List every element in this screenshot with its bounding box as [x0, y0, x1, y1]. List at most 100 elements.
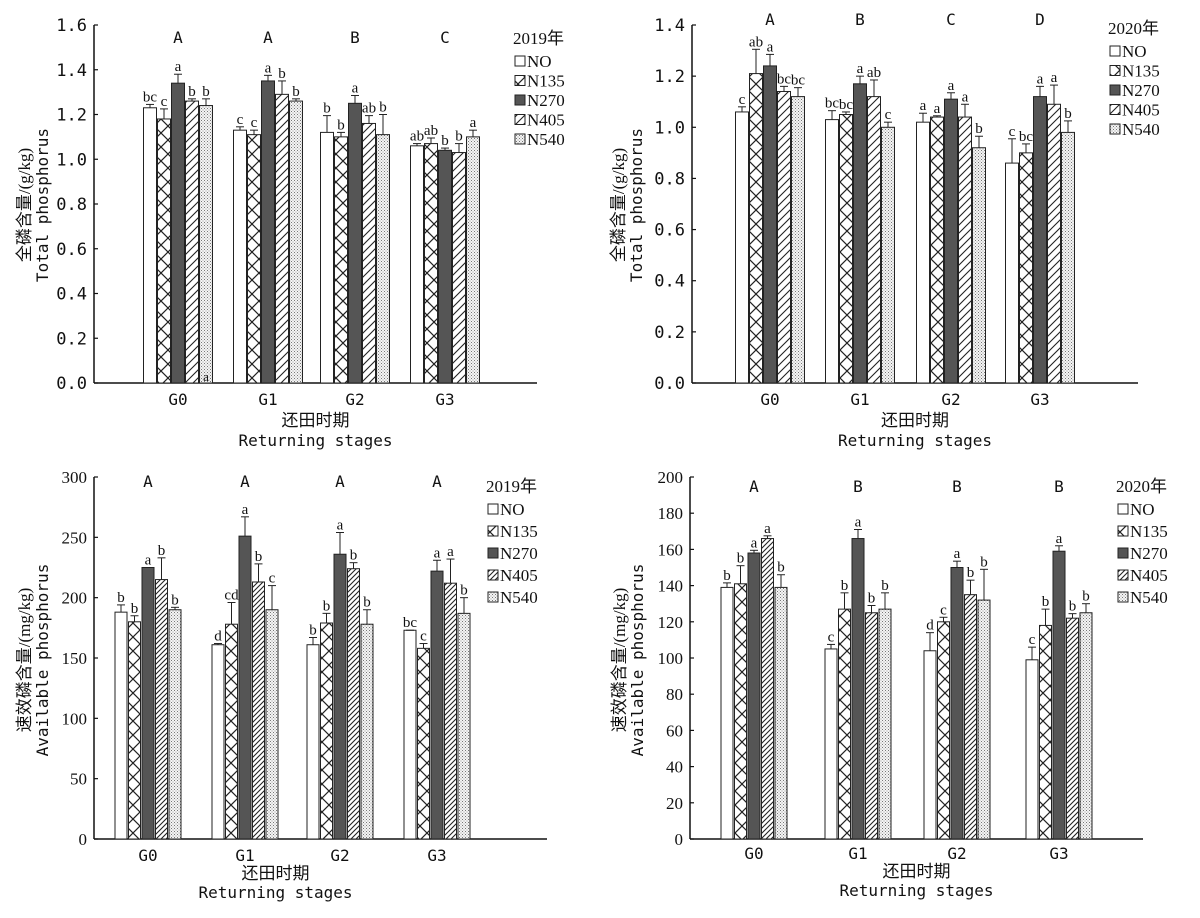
legend-label: NO: [500, 500, 525, 519]
bar-letter: b: [131, 601, 139, 617]
bar-n135-g0: [734, 583, 747, 840]
bar-no-g0: [720, 586, 734, 840]
bar-letter: c: [269, 571, 276, 587]
bar-n270-g0: [171, 82, 185, 384]
bar-n270-g0: [141, 567, 155, 840]
x-tick-label: G1: [850, 390, 869, 409]
bar-letter: a: [1051, 70, 1058, 86]
group-letter: B: [855, 10, 865, 29]
bar-letter: bc: [403, 615, 418, 631]
x-tick-label: G0: [760, 390, 779, 409]
y-axis-label-cn: 全磷含量/(g/kg): [609, 148, 628, 262]
bar-n135-g3: [424, 143, 438, 384]
bar-n135-g3: [1039, 624, 1052, 840]
bar-n405-g1: [867, 96, 881, 384]
bar-letter: ab: [362, 101, 376, 117]
bar-n540-g1: [289, 100, 303, 384]
legend-label: N270: [1130, 544, 1168, 563]
group-letter: A: [240, 472, 250, 491]
bar-letter: b: [1064, 106, 1072, 122]
bar-no-g3: [1025, 659, 1039, 840]
bar-letter: b: [117, 590, 125, 606]
group-letter: B: [1054, 477, 1064, 496]
legend-swatch-n135: [514, 75, 526, 86]
y-tick-label: 80: [666, 685, 683, 704]
bar-letter: cd: [224, 587, 239, 603]
bar-letter: c: [237, 112, 244, 128]
y-tick-label: 1.0: [654, 118, 685, 138]
bar-letter: a: [352, 80, 359, 96]
bar-n405-g2: [347, 568, 360, 840]
legend-label: N540: [527, 130, 565, 149]
bar-letter: a: [751, 535, 758, 551]
bar-n270-g3: [1033, 96, 1047, 384]
x-tick-label: G2: [947, 844, 966, 863]
legend-swatch-n270: [514, 94, 526, 106]
bar-n540-g2: [977, 599, 991, 840]
y-axis-label: 速效磷含量/(mg/kg) Available phosphorus: [610, 564, 647, 757]
bar-letter: c: [161, 94, 168, 110]
bar-letter: d: [926, 618, 934, 634]
bar-n270-g1: [851, 538, 865, 840]
legend-label: N270: [1122, 81, 1160, 100]
annotation: a: [203, 369, 209, 384]
x-tick-label: G3: [1030, 390, 1049, 409]
bar-n405-g1: [865, 612, 878, 840]
bar-letter: a: [447, 544, 454, 560]
bar-n540-g1: [881, 126, 895, 384]
legend-swatch-no: [514, 55, 526, 67]
bar-no-g2: [923, 650, 937, 840]
bar-letter: a: [265, 60, 272, 76]
y-tick-label: 0.6: [654, 221, 685, 241]
bar-n540-g0: [774, 586, 788, 840]
bar-letter: c: [1009, 124, 1016, 140]
x-axis-label-cn: 还田时期: [883, 862, 951, 881]
bar-n405-g2: [964, 594, 977, 840]
bar-letter: d: [214, 629, 222, 645]
y-tick-label: 50: [70, 770, 87, 789]
bar-n270-g2: [348, 102, 362, 384]
legend-swatch-no: [1117, 503, 1129, 515]
bar-no-g1: [825, 119, 839, 384]
y-axis-label: 全磷含量/(g/kg) Total phosphorus: [609, 128, 646, 282]
x-axis-label-cn: 还田时期: [881, 411, 949, 430]
bar-n540-g2: [360, 623, 374, 840]
bar-no-g3: [403, 629, 417, 840]
bar-n270-g2: [333, 553, 347, 840]
bar-n135-g1: [247, 134, 261, 384]
bar-n405-g0: [777, 90, 791, 384]
bar-n135-g2: [937, 621, 950, 840]
y-tick-label: 0.2: [56, 329, 87, 349]
legend-label: NO: [527, 52, 552, 71]
bar-letter: a: [934, 101, 941, 117]
chart-total-phosphorus-2020: 0.0 0.2 0.4 0.6 0.8 1.0 1.2 1.4 全磷含量/(g/kg) Total…: [609, 10, 1160, 450]
bar-letter: a: [470, 115, 477, 131]
bar-letter: b: [323, 101, 331, 117]
legend-swatch-n270: [1109, 84, 1121, 96]
y-tick-label: 0.8: [56, 195, 87, 215]
bar-letter: b: [188, 84, 196, 100]
group-letter: A: [173, 28, 183, 47]
y-tick-label: 1.0: [56, 150, 87, 170]
bar-n540-g0: [199, 105, 213, 384]
group-letter: B: [952, 477, 962, 496]
bar-letter: a: [242, 502, 249, 518]
y-tick-label: 160: [658, 540, 684, 559]
legend-title: 2020年: [1108, 19, 1159, 38]
y-tick-label: 200: [62, 589, 88, 608]
group-letter: B: [350, 28, 360, 47]
x-axis-label-en: Returning stages: [839, 881, 993, 900]
bar-letter: c: [885, 107, 892, 123]
bar-n540-g0: [791, 96, 805, 384]
bar-letter: ab: [867, 65, 881, 81]
bar-n270-g0: [763, 65, 777, 384]
bar-letter: ab: [424, 123, 438, 139]
y-tick-label: 0.4: [654, 272, 685, 292]
bar-letter: b: [1082, 589, 1090, 605]
bar-letter: b: [455, 129, 463, 145]
bar-letter: b: [868, 591, 876, 607]
bar-letter: b: [363, 595, 371, 611]
